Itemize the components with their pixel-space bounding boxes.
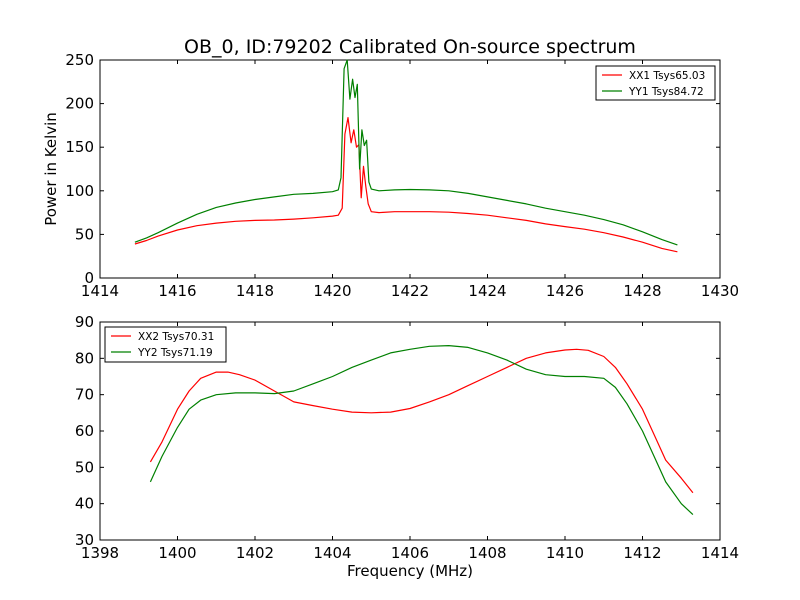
bottom-x-tick-label: 1404	[313, 544, 351, 562]
bottom-y-tick-label: 50	[75, 458, 94, 476]
bottom-legend-box	[104, 326, 227, 363]
top-y-tick-label: 100	[65, 182, 94, 200]
bottom-y-tick-label: 90	[75, 313, 94, 331]
top-y-tick-label: 150	[65, 138, 94, 156]
bottom-y-tick-label: 40	[75, 495, 94, 513]
top-y-tick-label: 0	[84, 269, 94, 287]
top-x-tick-label: 1426	[546, 282, 584, 300]
bottom-panel: 1398 1400 1402 1404 1406 1408 1410 1412 1414 30 40…	[75, 313, 739, 580]
top-x-tick-label: 1430	[701, 282, 739, 300]
top-x-tick-label: 1414	[81, 282, 119, 300]
top-x-tick-label: 1422	[391, 282, 429, 300]
top-legend-label: XX1 Tsys65.03	[629, 70, 705, 82]
bottom-x-tick-label: 1402	[236, 544, 274, 562]
top-x-tick-label: 1420	[313, 282, 351, 300]
bottom-series-line-yy2	[149, 345, 694, 516]
top-series-line-xx1	[134, 116, 678, 253]
top-legend-label: YY1 Tsys84.72	[628, 86, 704, 98]
bottom-series-line-xx2	[149, 348, 694, 494]
bottom-x-tick-label: 1412	[623, 544, 661, 562]
bottom-y-tick-label: 80	[75, 349, 94, 367]
top-x-tick-label: 1416	[158, 282, 196, 300]
bottom-x-tick-label: 1408	[468, 544, 506, 562]
bottom-x-tick-label: 1400	[158, 544, 196, 562]
top-legend: XX1 Tsys65.03 YY1 Tsys84.72	[595, 65, 716, 101]
top-series-lines	[134, 59, 678, 253]
top-legend-box	[595, 65, 716, 101]
bottom-y-tick-label: 30	[75, 531, 94, 549]
bottom-legend: XX2 Tsys70.31 YY2 Tsys71.19	[104, 326, 227, 363]
top-panel: 1414 1416 1418 1420 1422 1424 1426 1428 1430 0 50 1…	[42, 51, 739, 300]
bottom-y-tick-label: 60	[75, 422, 94, 440]
top-y-tick-label: 200	[65, 95, 94, 113]
bottom-x-tick-label: 1410	[546, 544, 584, 562]
chart-title: OB_0, ID:79202 Calibrated On-source spec…	[184, 36, 636, 58]
top-x-tick-label: 1424	[468, 282, 506, 300]
bottom-legend-label: YY2 Tsys71.19	[137, 347, 213, 359]
bottom-series-lines	[149, 345, 694, 516]
top-x-tick-label: 1428	[623, 282, 661, 300]
bottom-x-tick-label: 1398	[81, 544, 119, 562]
x-axis-label: Frequency (MHz)	[347, 562, 473, 580]
bottom-axis-ticks: 1398 1400 1402 1404 1406 1408 1410 1412 1414 30 40…	[75, 313, 739, 562]
top-y-axis-label: Power in Kelvin	[42, 112, 60, 226]
top-x-tick-label: 1418	[236, 282, 274, 300]
top-series-line-yy1	[134, 59, 678, 246]
top-y-tick-label: 50	[75, 225, 94, 243]
bottom-y-tick-label: 70	[75, 386, 94, 404]
top-axis-ticks: 1414 1416 1418 1420 1422 1424 1426 1428 1430 0 50 1…	[65, 51, 739, 300]
bottom-x-tick-label: 1414	[701, 544, 739, 562]
top-y-tick-label: 250	[65, 51, 94, 69]
bottom-x-tick-label: 1406	[391, 544, 429, 562]
bottom-legend-label: XX2 Tsys70.31	[138, 331, 214, 343]
